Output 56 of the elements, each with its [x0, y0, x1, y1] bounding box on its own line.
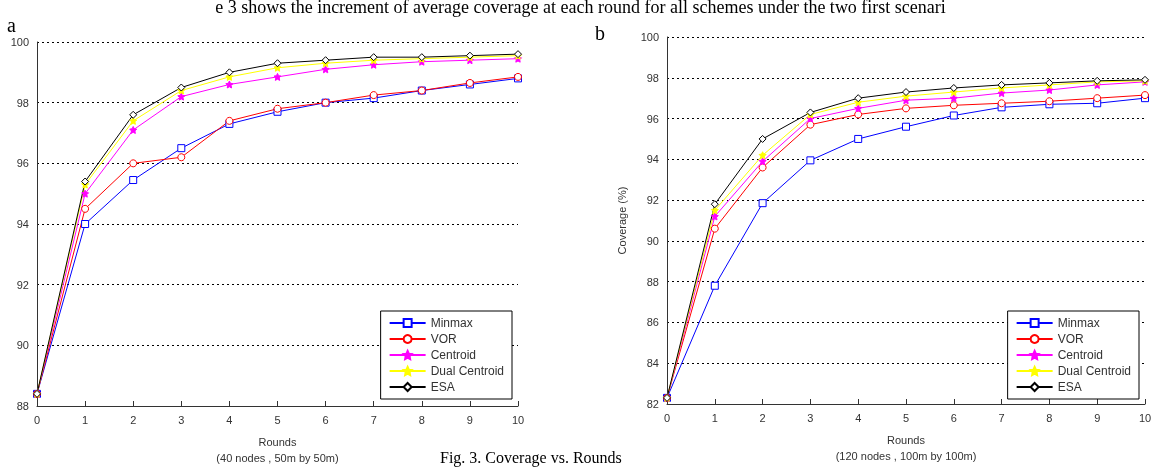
y-tick-label: 96: [646, 112, 659, 125]
x-tick-label: 5: [274, 413, 281, 426]
legend-label: Centroid: [1057, 348, 1103, 362]
x-axis-title: Rounds (40 nodes , 50m by 50m): [216, 436, 339, 464]
x-tick-label: 5: [902, 411, 910, 424]
x-tick-label: 7: [370, 413, 377, 426]
x-axis-title: Rounds (120 nodes , 100m by 100m): [835, 434, 977, 462]
y-tick-label: 90: [646, 234, 659, 247]
y-tick-label: 86: [646, 316, 659, 329]
legend-label: Dual Centroid: [1057, 364, 1131, 378]
x-tick-label: 6: [322, 413, 329, 426]
y-tick-label: 98: [646, 71, 659, 84]
y-tick-label: 98: [16, 96, 29, 109]
x-tick-label: 8: [418, 413, 425, 426]
x-tick-label: 4: [855, 411, 862, 424]
legend-label: VOR: [430, 332, 457, 346]
y-axis-title: Coverage (%): [615, 186, 628, 255]
y-tick-label: 94: [646, 153, 659, 166]
x-tick-label: 0: [663, 411, 671, 424]
x-tick-label: 7: [998, 411, 1005, 424]
x-tick-label: 1: [82, 413, 89, 426]
legend-label: ESA: [1057, 380, 1082, 394]
legend-label: Minmax: [1057, 316, 1100, 330]
x-tick-label: 1: [711, 411, 718, 424]
x-tick-label: 3: [807, 411, 814, 424]
chart-title: b: [595, 22, 605, 44]
x-tick-label: 6: [950, 411, 957, 424]
y-tick-label: 88: [16, 400, 29, 412]
x-tick-label: 9: [1094, 411, 1101, 424]
y-tick-label: 92: [16, 278, 29, 291]
x-tick-label: 3: [178, 413, 185, 426]
caption: Fig. 3. Coverage vs. Rounds: [440, 449, 622, 467]
x-tick-label: 10: [511, 413, 525, 426]
x-tick-label: 8: [1046, 411, 1053, 424]
text: e 3 shows the increment of average coverage at each round for all schemes under the two first scenari: [215, 0, 946, 17]
x-tick-label: 10: [1138, 411, 1152, 424]
x-tick-label: 9: [466, 413, 473, 426]
chart-title: a: [7, 14, 16, 36]
y-tick-label: 90: [16, 339, 29, 352]
legend-label: Dual Centroid: [430, 364, 504, 378]
x-tick-label: 4: [226, 413, 233, 426]
y-tick-label: 94: [16, 218, 29, 230]
y-tick-label: 96: [16, 157, 29, 170]
legend-label: Minmax: [430, 316, 473, 330]
legend-label: Centroid: [430, 348, 476, 362]
y-tick-label: 84: [646, 357, 659, 370]
x-tick-label: 0: [33, 413, 41, 426]
x-tick-label: 2: [130, 413, 137, 426]
legend-label: ESA: [430, 380, 455, 394]
x-tick-label: 2: [759, 411, 766, 424]
y-tick-label: 82: [646, 398, 659, 410]
y-tick-label: 92: [646, 194, 659, 207]
y-tick-label: 100: [640, 31, 659, 43]
y-tick-label: 100: [10, 36, 29, 48]
legend-label: VOR: [1057, 332, 1084, 346]
y-tick-label: 88: [646, 275, 659, 288]
